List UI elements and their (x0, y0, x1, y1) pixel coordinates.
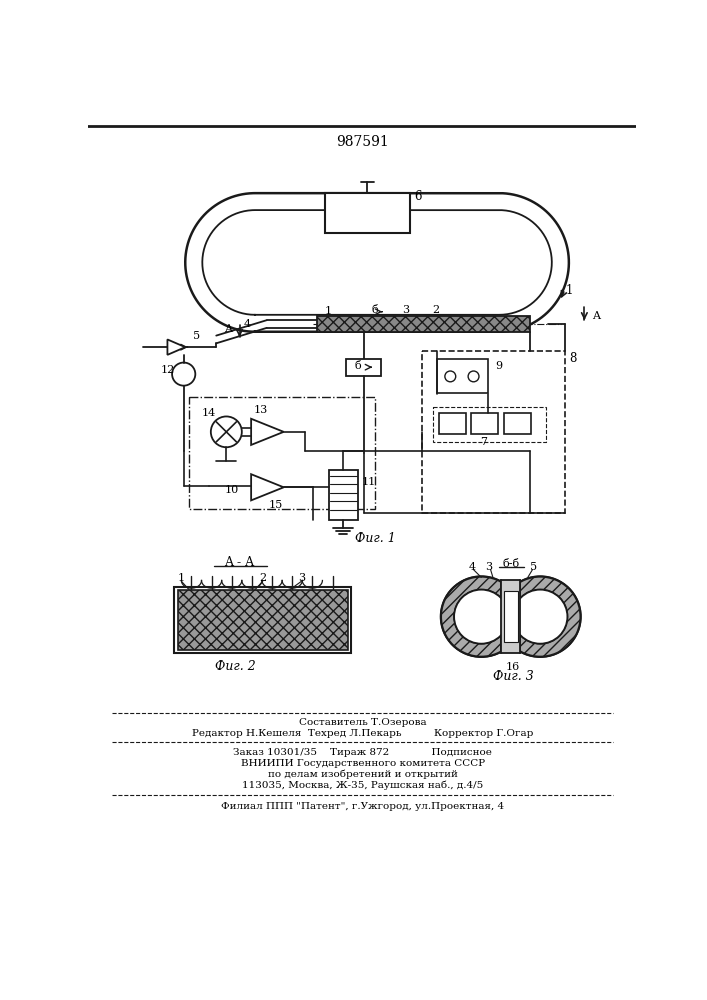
Bar (189, 397, 375, 509)
Bar (504, 591, 518, 642)
Text: Составитель Т.Озерова: Составитель Т.Озерова (299, 718, 426, 727)
Text: A: A (223, 324, 232, 334)
Text: ВНИИПИ Государственного комитета СССР: ВНИИПИ Государственного комитета СССР (240, 759, 485, 768)
Text: Филиал ППП "Патент", г.Ужгород, ул.Проектная, 4: Филиал ППП "Патент", г.Ужгород, ул.Проек… (221, 802, 504, 811)
Circle shape (441, 577, 522, 657)
Text: 987591: 987591 (337, 135, 389, 149)
Text: 2: 2 (432, 305, 439, 315)
Text: 1: 1 (325, 306, 332, 316)
Text: Фиг. 1: Фиг. 1 (355, 532, 395, 545)
Bar (325, 193, 410, 233)
Circle shape (513, 590, 567, 644)
Text: б-б: б-б (502, 559, 520, 569)
Text: Фиг. 2: Фиг. 2 (215, 660, 256, 673)
Text: 12: 12 (161, 365, 175, 375)
Bar (421, 351, 565, 513)
Text: по делам изобретений и открытий: по делам изобретений и открытий (268, 770, 457, 779)
Text: 6: 6 (414, 190, 421, 204)
Text: A - A: A - A (224, 556, 255, 569)
Text: 4: 4 (469, 562, 476, 572)
Circle shape (454, 590, 508, 644)
Text: 5: 5 (193, 331, 201, 341)
Bar (437, 359, 488, 393)
Circle shape (211, 416, 242, 447)
Text: 1: 1 (178, 573, 185, 583)
Text: 15: 15 (269, 500, 283, 510)
Circle shape (500, 577, 580, 657)
Bar (346, 359, 381, 376)
Text: Фиг. 3: Фиг. 3 (493, 670, 534, 683)
Circle shape (468, 371, 479, 382)
Text: 4: 4 (244, 319, 251, 329)
Text: б: б (355, 361, 361, 371)
Bar (317, 316, 530, 332)
Bar (175, 587, 351, 653)
Text: A: A (592, 311, 600, 321)
Circle shape (445, 371, 456, 382)
Bar (177, 590, 348, 650)
Bar (472, 413, 498, 434)
Text: Заказ 10301/35    Тираж 872             Подписное: Заказ 10301/35 Тираж 872 Подписное (233, 748, 492, 757)
Bar (433, 407, 546, 442)
Text: б: б (372, 305, 378, 315)
Bar (501, 580, 520, 653)
Circle shape (172, 363, 195, 386)
Bar (438, 413, 466, 434)
Bar (504, 413, 531, 434)
Text: 2: 2 (259, 573, 267, 583)
Text: 3: 3 (298, 573, 305, 583)
Text: Редактор Н.Кешеля  Техред Л.Пекарь          Корректор Г.Огар: Редактор Н.Кешеля Техред Л.Пекарь Коррек… (192, 729, 533, 738)
Text: 11: 11 (362, 477, 376, 487)
Text: 10: 10 (225, 485, 239, 495)
Text: 16: 16 (506, 662, 520, 672)
Text: 13: 13 (253, 405, 267, 415)
Text: 3: 3 (402, 305, 409, 315)
Text: 5: 5 (530, 562, 537, 572)
Text: 8: 8 (569, 352, 576, 365)
Text: 7: 7 (480, 437, 487, 447)
Bar (329, 470, 358, 520)
Text: 3: 3 (486, 562, 493, 572)
Text: 9: 9 (496, 361, 503, 371)
Text: 113035, Москва, Ж-35, Раушская наб., д.4/5: 113035, Москва, Ж-35, Раушская наб., д.4… (242, 781, 484, 790)
Wedge shape (441, 577, 522, 657)
Wedge shape (500, 577, 580, 657)
Text: 14: 14 (201, 408, 216, 418)
Text: 1: 1 (565, 284, 573, 297)
